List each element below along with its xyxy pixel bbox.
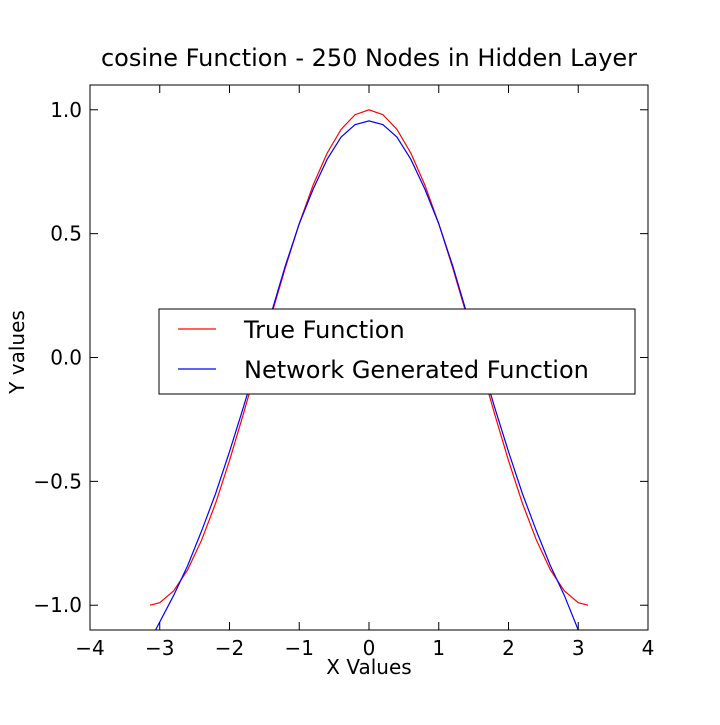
legend: True Function Network Generated Function: [158, 308, 636, 395]
axes-layer: −4 −3 −2 −1 0 1 2 3 4 −1.0 −0.5 0.0 0.5 1.0: [33, 84, 655, 660]
x-tick-label: −4: [75, 636, 104, 660]
x-tick-label: 2: [502, 636, 515, 660]
series-layer: [149, 109, 589, 630]
y-axis-label: Y values: [5, 310, 29, 395]
legend-box: [158, 308, 636, 395]
x-tick-label: −1: [285, 636, 314, 660]
x-tick-label: −3: [145, 636, 174, 660]
y-tick-label: 1.0: [50, 98, 82, 122]
x-tick-label: 0: [363, 636, 376, 660]
y-tick-label: −0.5: [33, 469, 82, 493]
x-tick-label: 4: [642, 636, 655, 660]
chart-title: cosine Function - 250 Nodes in Hidden La…: [101, 44, 637, 72]
legend-label-1: Network Generated Function: [244, 356, 589, 384]
y-tick-label: −1.0: [33, 593, 82, 617]
y-tick-label: 0.5: [50, 222, 82, 246]
x-tick-label: 3: [572, 636, 585, 660]
x-tick-label: −2: [215, 636, 244, 660]
x-axis-label: X Values: [326, 655, 411, 679]
series-line-0: [149, 109, 589, 606]
y-tick-label: 0.0: [50, 346, 82, 370]
series-line-1: [155, 120, 579, 630]
legend-label-0: True Function: [243, 316, 405, 344]
x-tick-label: 1: [432, 636, 445, 660]
